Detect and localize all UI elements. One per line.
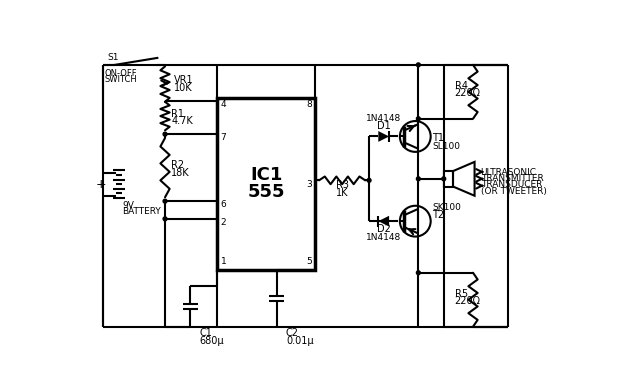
Text: 18K: 18K [171, 168, 190, 178]
Text: 555: 555 [248, 183, 285, 201]
Bar [217, 98, 315, 271]
Text: R2: R2 [171, 160, 185, 170]
Text: R4: R4 [454, 81, 467, 91]
Polygon shape [378, 131, 389, 142]
Circle shape [163, 199, 167, 203]
Bar [444, 171, 453, 187]
Text: 9V: 9V [122, 201, 134, 210]
Text: +: + [96, 178, 106, 191]
Text: R1: R1 [171, 109, 184, 119]
Text: R5: R5 [454, 289, 467, 299]
Polygon shape [378, 216, 389, 226]
Text: 1K: 1K [336, 188, 348, 198]
Text: (OR TWEETER): (OR TWEETER) [481, 187, 547, 196]
Circle shape [416, 117, 420, 121]
Circle shape [416, 177, 420, 181]
Text: T2: T2 [432, 210, 444, 220]
Text: 0.01μ: 0.01μ [286, 336, 314, 346]
Text: 1: 1 [220, 257, 226, 266]
Text: 10K: 10K [173, 83, 192, 93]
Text: 220Ω: 220Ω [454, 296, 481, 306]
Text: 1N4148: 1N4148 [366, 114, 401, 123]
Text: 680μ: 680μ [200, 336, 224, 346]
Text: D2: D2 [377, 224, 391, 234]
Text: SWITCH: SWITCH [105, 75, 138, 84]
Text: S1: S1 [107, 53, 119, 62]
Text: SK100: SK100 [432, 203, 461, 212]
Text: TRANSDUCER: TRANSDUCER [481, 180, 542, 190]
Circle shape [163, 132, 167, 136]
Text: ON-OFF: ON-OFF [105, 69, 137, 78]
Text: 1N4148: 1N4148 [366, 233, 401, 242]
Text: 3: 3 [306, 179, 312, 188]
Circle shape [367, 179, 371, 182]
Circle shape [416, 271, 420, 275]
Text: T1: T1 [432, 133, 444, 143]
Text: IC1: IC1 [250, 166, 282, 184]
Text: D1: D1 [377, 121, 391, 131]
Text: BATTERY: BATTERY [122, 207, 161, 216]
Text: 4.7K: 4.7K [171, 116, 193, 127]
Text: VR1: VR1 [173, 75, 193, 85]
Text: TRANSMITTER: TRANSMITTER [481, 174, 544, 183]
Text: ULTRASONIC: ULTRASONIC [481, 168, 537, 177]
Text: 5: 5 [306, 257, 312, 266]
Text: SL100: SL100 [432, 142, 460, 151]
Circle shape [416, 63, 420, 67]
Circle shape [163, 217, 167, 221]
Text: 4: 4 [220, 100, 226, 109]
Text: C1: C1 [200, 328, 212, 338]
Text: 6: 6 [220, 200, 226, 209]
Circle shape [442, 177, 445, 181]
Text: 8: 8 [306, 100, 312, 109]
Text: R3: R3 [336, 180, 348, 190]
Text: 2: 2 [220, 218, 226, 227]
Text: C2: C2 [286, 328, 299, 338]
Text: 7: 7 [220, 133, 226, 142]
Text: 220Ω: 220Ω [454, 89, 481, 98]
